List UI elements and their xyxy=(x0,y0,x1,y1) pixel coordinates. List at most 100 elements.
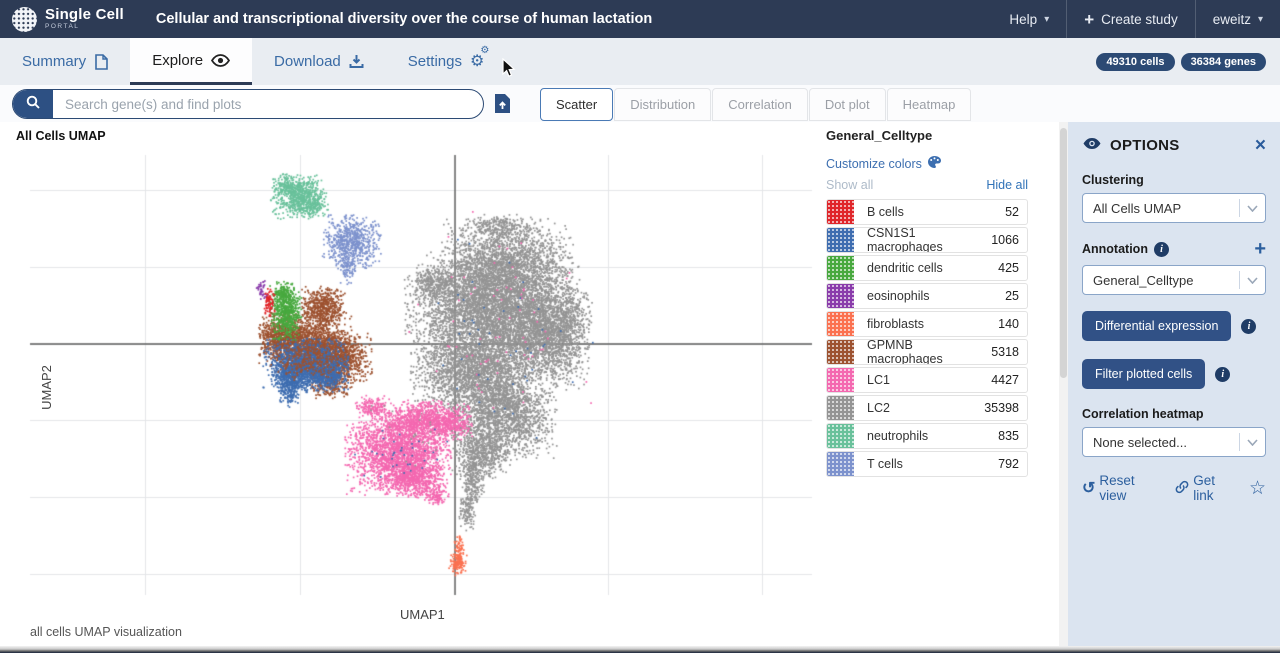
eye-icon xyxy=(211,53,231,67)
legend-item[interactable]: LC2 35398 xyxy=(826,395,1028,421)
legend-item[interactable]: neutrophils 835 xyxy=(826,423,1028,449)
legend-title: General_Celltype xyxy=(826,128,933,143)
legend-swatch xyxy=(827,256,854,280)
legend-item[interactable]: B cells 52 xyxy=(826,199,1028,225)
x-axis-label: UMAP1 xyxy=(400,607,445,622)
legend-label: LC1 xyxy=(867,373,890,387)
brand-sub: PORTAL xyxy=(45,23,80,31)
legend-count: 425 xyxy=(998,261,1019,275)
plot-tab-dot-plot[interactable]: Dot plot xyxy=(808,88,886,121)
legend-label: dendritic cells xyxy=(867,261,943,275)
legend-count: 5318 xyxy=(991,345,1019,359)
correlation-heatmap-select[interactable]: None selected... xyxy=(1082,427,1266,457)
legend-swatch xyxy=(827,228,854,252)
plot-tab-correlation[interactable]: Correlation xyxy=(712,88,808,121)
gene-search-box xyxy=(12,89,484,119)
brand-name: Single Cell xyxy=(45,6,124,24)
info-icon[interactable]: i xyxy=(1241,318,1257,334)
legend-item[interactable]: CSN1S1 macrophages 1066 xyxy=(826,227,1028,253)
tab-download[interactable]: Download xyxy=(252,38,386,85)
chevron-down-icon: ▾ xyxy=(1257,13,1263,25)
annotation-select[interactable]: General_Celltype xyxy=(1082,265,1266,295)
reset-view-link[interactable]: ↺ Reset view xyxy=(1082,473,1135,503)
legend-item[interactable]: fibroblasts 140 xyxy=(826,311,1028,337)
globe-logo-icon xyxy=(12,6,37,32)
legend-label: T cells xyxy=(867,457,903,471)
palette-icon xyxy=(927,155,942,172)
legend-label: eosinophils xyxy=(867,289,930,303)
legend-swatch xyxy=(827,396,854,420)
plot-tab-scatter[interactable]: Scatter xyxy=(540,88,614,121)
top-navbar: Single Cell PORTAL Cellular and transcri… xyxy=(0,0,1280,38)
legend-item[interactable]: GPMNB macrophages 5318 xyxy=(826,339,1028,365)
legend-label: GPMNB macrophages xyxy=(867,339,943,365)
help-menu[interactable]: Help ▾ xyxy=(1009,11,1050,27)
eye-icon xyxy=(1082,137,1102,155)
legend-label: CSN1S1 macrophages xyxy=(867,227,943,253)
customize-colors-link[interactable]: Customize colors xyxy=(826,155,1028,172)
brand-logo[interactable]: Single Cell PORTAL xyxy=(0,6,138,32)
gene-search-input[interactable] xyxy=(53,96,483,112)
legend-swatch xyxy=(827,368,854,392)
tab-settings[interactable]: Settings ⚙ ⚙ xyxy=(407,44,490,70)
legend-item[interactable]: LC1 4427 xyxy=(826,367,1028,393)
upload-genes-icon[interactable] xyxy=(494,93,511,119)
user-menu[interactable]: eweitz ▾ xyxy=(1194,0,1280,38)
clustering-select[interactable]: All Cells UMAP xyxy=(1082,193,1266,223)
legend-item[interactable]: eosinophils 25 xyxy=(826,283,1028,309)
legend-label: LC2 xyxy=(867,401,890,415)
umap-scatter-plot[interactable] xyxy=(0,122,822,622)
link-icon xyxy=(1175,480,1189,497)
legend-count: 25 xyxy=(1005,289,1019,303)
genes-count-badge: 36384 genes xyxy=(1180,52,1266,71)
clustering-label: Clustering xyxy=(1082,173,1144,187)
plot-tab-heatmap[interactable]: Heatmap xyxy=(886,88,972,121)
plot-tab-distribution[interactable]: Distribution xyxy=(614,88,712,121)
plot-title: All Cells UMAP xyxy=(16,129,106,143)
plot-description: all cells UMAP visualization xyxy=(30,625,182,639)
annotation-label: Annotation xyxy=(1082,242,1148,256)
plot-type-tabs: Scatter Distribution Correlation Dot plot He… xyxy=(540,88,972,121)
legend-label: fibroblasts xyxy=(867,317,924,331)
gears-icon: ⚙ ⚙ xyxy=(469,44,490,70)
legend-count: 792 xyxy=(998,457,1019,471)
legend-count: 35398 xyxy=(984,401,1019,415)
close-options-icon[interactable]: × xyxy=(1254,135,1266,156)
legend-count: 52 xyxy=(1005,205,1019,219)
favorite-star-icon[interactable]: ☆ xyxy=(1248,477,1266,499)
search-button[interactable] xyxy=(13,90,53,118)
download-icon xyxy=(349,54,364,69)
correlation-heatmap-label: Correlation heatmap xyxy=(1082,407,1204,421)
chevron-down-icon xyxy=(1239,271,1265,289)
scrollbar-thumb[interactable] xyxy=(1060,128,1067,378)
legend-item[interactable]: dendritic cells 425 xyxy=(826,255,1028,281)
show-all-link[interactable]: Show all xyxy=(826,178,874,192)
info-icon[interactable]: i xyxy=(1153,241,1169,257)
options-header: OPTIONS xyxy=(1110,137,1180,154)
chevron-down-icon xyxy=(1239,199,1265,217)
info-icon[interactable]: i xyxy=(1215,366,1231,382)
reset-icon: ↺ xyxy=(1082,480,1096,497)
legend-swatch xyxy=(827,424,854,448)
legend-item[interactable]: T cells 792 xyxy=(826,451,1028,477)
plot-content-area: All Cells UMAP UMAP2 UMAP1 all cells UMA… xyxy=(0,122,1059,646)
filter-plotted-cells-button[interactable]: Filter plotted cells xyxy=(1082,359,1206,389)
chevron-down-icon: ▾ xyxy=(1044,13,1050,25)
cells-count-badge: 49310 cells xyxy=(1096,52,1175,71)
hide-all-link[interactable]: Hide all xyxy=(986,178,1028,192)
legend-label: neutrophils xyxy=(867,429,929,443)
tab-explore[interactable]: Explore xyxy=(130,38,253,85)
vertical-scrollbar[interactable] xyxy=(1059,122,1068,646)
chevron-down-icon xyxy=(1239,433,1265,451)
study-title: Cellular and transcriptional diversity o… xyxy=(155,11,653,27)
search-icon xyxy=(26,95,40,114)
differential-expression-button[interactable]: Differential expression xyxy=(1082,311,1232,341)
tab-summary[interactable]: Summary xyxy=(0,38,130,85)
legend-swatch xyxy=(827,452,854,476)
create-study-button[interactable]: + Create study xyxy=(1066,0,1194,38)
plus-icon: + xyxy=(1084,9,1095,29)
get-link-link[interactable]: Get link xyxy=(1175,473,1239,503)
legend-swatch xyxy=(827,340,854,364)
add-annotation-icon[interactable]: + xyxy=(1254,238,1266,260)
